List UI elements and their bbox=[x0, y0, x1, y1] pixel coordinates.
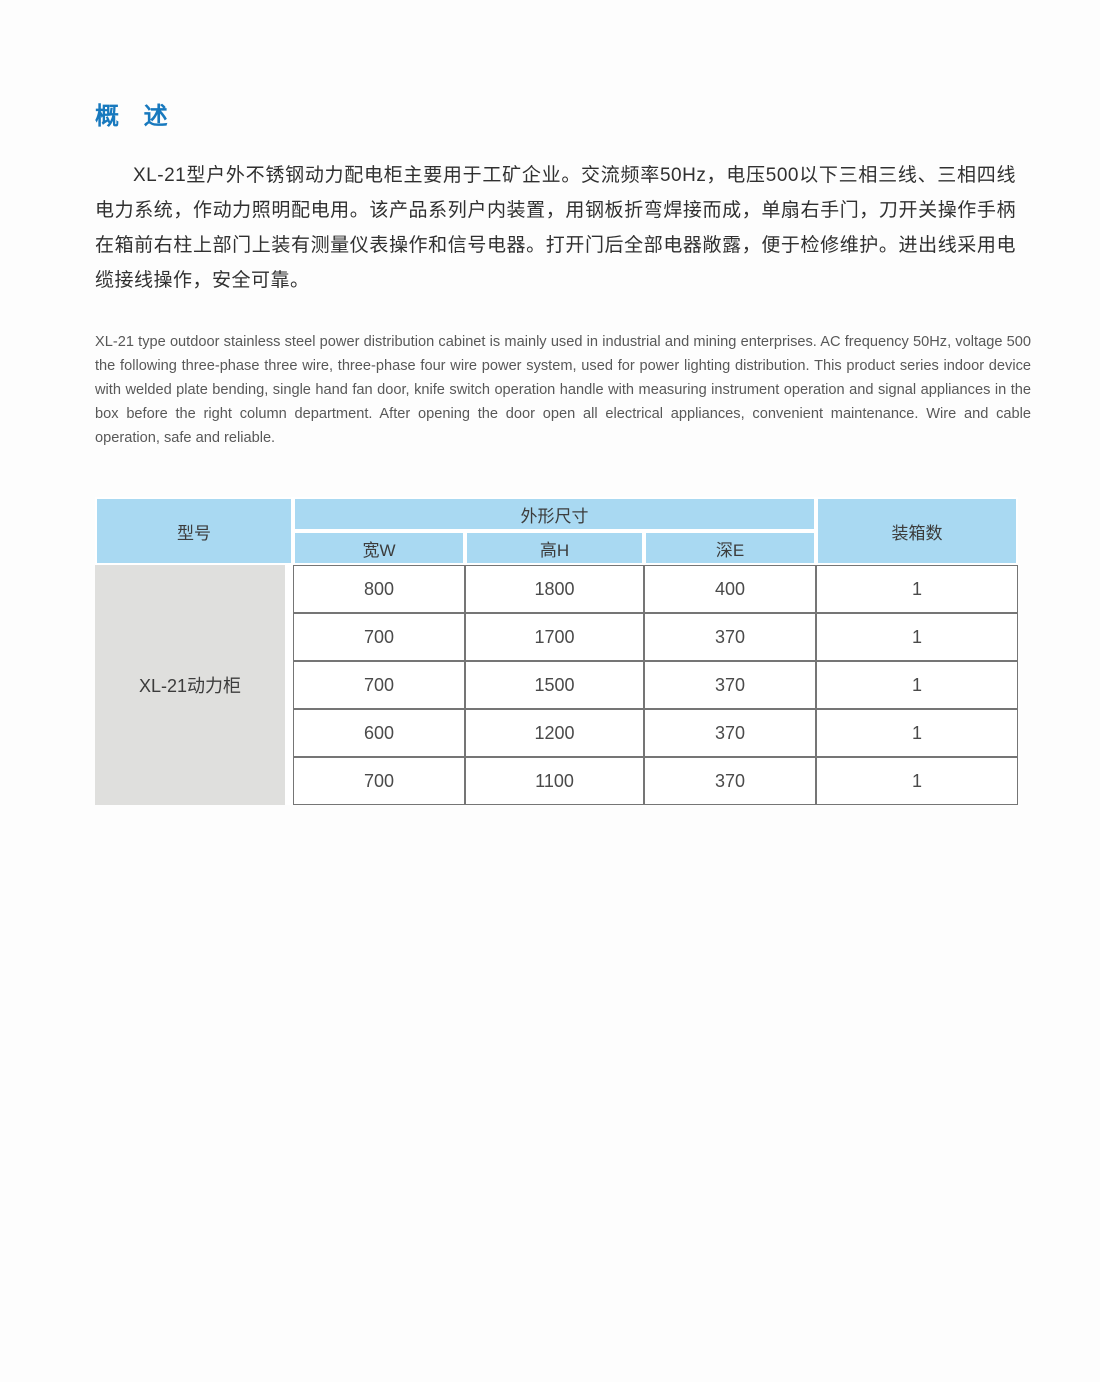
cell-packing-qty: 1 bbox=[816, 709, 1018, 757]
cell-depth: 370 bbox=[644, 661, 816, 709]
section-title: 概 述 bbox=[95, 103, 177, 130]
col-header-depth: 深E bbox=[644, 531, 816, 565]
cell-packing-qty: 1 bbox=[816, 613, 1018, 661]
col-header-model: 型号 bbox=[95, 497, 293, 565]
cell-packing-qty: 1 bbox=[816, 661, 1018, 709]
cell-height: 1500 bbox=[465, 661, 644, 709]
cell-depth: 370 bbox=[644, 613, 816, 661]
cell-width: 700 bbox=[293, 757, 465, 805]
cell-packing-qty: 1 bbox=[816, 565, 1018, 613]
col-header-width: 宽W bbox=[293, 531, 465, 565]
col-header-dimensions-group: 外形尺寸 bbox=[293, 497, 816, 531]
spec-table: 型号 外形尺寸 装箱数 宽W 高H 深E XL-21动力柜 800 1800 4… bbox=[95, 497, 1018, 805]
cell-depth: 400 bbox=[644, 565, 816, 613]
cell-width: 700 bbox=[293, 661, 465, 709]
table-row: 700 1100 370 1 bbox=[95, 757, 1018, 805]
cell-height: 1200 bbox=[465, 709, 644, 757]
cell-height: 1100 bbox=[465, 757, 644, 805]
table-row: 700 1500 370 1 bbox=[95, 661, 1018, 709]
overview-paragraph-en: XL-21 type outdoor stainless steel power… bbox=[95, 334, 1031, 446]
cell-height: 1700 bbox=[465, 613, 644, 661]
cell-packing-qty: 1 bbox=[816, 757, 1018, 805]
table-header-row-1: 型号 外形尺寸 装箱数 bbox=[95, 497, 1018, 565]
overview-paragraph-zh: XL-21型户外不锈钢动力配电柜主要用于工矿企业。交流频率50Hz，电压500以… bbox=[95, 165, 1016, 291]
table-row: XL-21动力柜 800 1800 400 1 bbox=[95, 565, 1018, 805]
model-name-cell: XL-21动力柜 bbox=[95, 565, 293, 805]
cell-depth: 370 bbox=[644, 757, 816, 805]
cell-depth: 370 bbox=[644, 709, 816, 757]
cell-height: 1800 bbox=[465, 565, 644, 613]
cell-width: 800 bbox=[293, 565, 465, 613]
col-header-height: 高H bbox=[465, 531, 644, 565]
table-row: 700 1700 370 1 bbox=[95, 613, 1018, 661]
cell-width: 700 bbox=[293, 613, 465, 661]
table-header-row-2: 宽W 高H 深E bbox=[95, 531, 1018, 565]
cell-width: 600 bbox=[293, 709, 465, 757]
table-row: 600 1200 370 1 bbox=[95, 709, 1018, 757]
col-header-packing-qty: 装箱数 bbox=[816, 497, 1018, 565]
